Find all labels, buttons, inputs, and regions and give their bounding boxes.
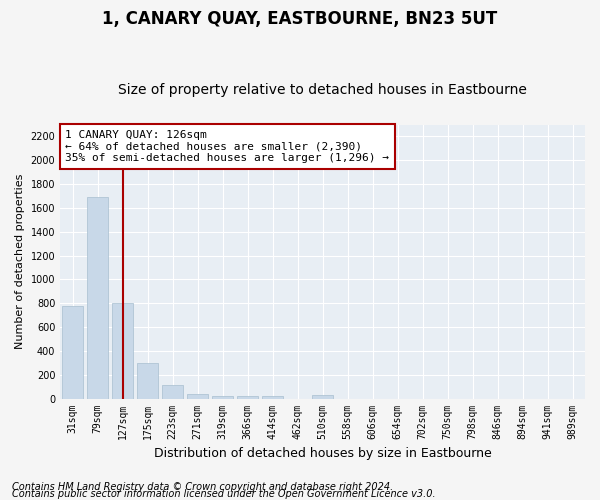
Text: Contains HM Land Registry data © Crown copyright and database right 2024.: Contains HM Land Registry data © Crown c… (12, 482, 393, 492)
Y-axis label: Number of detached properties: Number of detached properties (15, 174, 25, 349)
Bar (112, 304, 133, 398)
Bar (312, 395, 333, 398)
Bar (187, 394, 208, 398)
Text: 1, CANARY QUAY, EASTBOURNE, BN23 5UT: 1, CANARY QUAY, EASTBOURNE, BN23 5UT (103, 10, 497, 28)
X-axis label: Distribution of detached houses by size in Eastbourne: Distribution of detached houses by size … (154, 447, 491, 460)
Bar (137, 364, 158, 398)
Text: Contains public sector information licensed under the Open Government Licence v3: Contains public sector information licen… (12, 489, 436, 499)
Text: 1 CANARY QUAY: 126sqm
← 64% of detached houses are smaller (2,390)
35% of semi-d: 1 CANARY QUAY: 126sqm ← 64% of detached … (65, 130, 389, 163)
Bar (62, 306, 83, 398)
Bar (162, 385, 183, 398)
Bar (212, 396, 233, 398)
Bar (87, 197, 108, 398)
Title: Size of property relative to detached houses in Eastbourne: Size of property relative to detached ho… (118, 83, 527, 97)
Bar (262, 396, 283, 398)
Bar (237, 396, 258, 398)
